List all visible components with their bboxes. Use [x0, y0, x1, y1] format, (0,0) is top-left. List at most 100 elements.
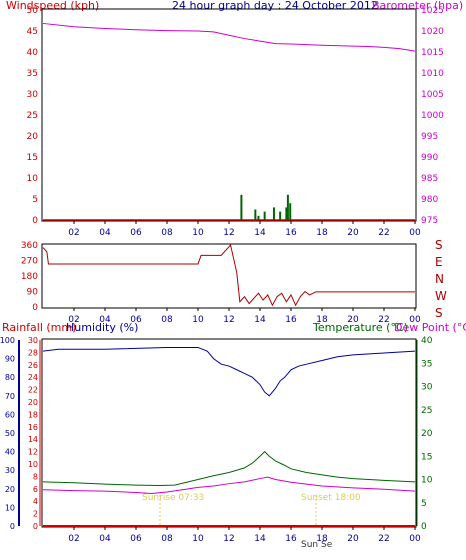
humidity-y-tick-label: 100 — [0, 336, 15, 345]
wind-y-tick-label: 25 — [27, 111, 38, 121]
x-tick-label: 06 — [130, 534, 142, 544]
temp-y-tick-label: 10 — [421, 476, 433, 486]
rain-y-tick-label: 20 — [28, 398, 38, 407]
baro-y-tick-label: 980 — [421, 195, 438, 205]
humidity-y-tick-label: 80 — [5, 373, 15, 382]
humidity-y-tick-label: 60 — [5, 410, 15, 419]
rain-y-tick-label: 22 — [28, 386, 38, 395]
temperature-axis-title: Temperature (°C) — [312, 321, 408, 334]
x-tick-label: 00 — [409, 315, 421, 325]
temp-y-tick-label: 35 — [421, 359, 432, 369]
x-tick-label: 02 — [68, 315, 79, 325]
wind-y-tick-label: 0 — [32, 216, 38, 226]
rain-y-tick-label: 16 — [28, 423, 38, 432]
rain-y-tick-label: 2 — [33, 510, 38, 519]
x-tick-label: 10 — [192, 228, 204, 238]
x-tick-label: 02 — [68, 228, 79, 238]
humidity-line — [42, 346, 416, 397]
humidity-y-tick-label: 0 — [10, 522, 15, 531]
x-tick-label: 06 — [130, 315, 142, 325]
x-tick-label: 12 — [223, 315, 234, 325]
direction-y-tick-label: 180 — [21, 272, 38, 282]
compass-label: E — [435, 255, 443, 269]
temp-y-tick-label: 0 — [421, 522, 427, 532]
rain-y-tick-label: 30 — [28, 336, 38, 345]
x-tick-label: 10 — [192, 315, 204, 325]
baro-y-tick-label: 975 — [421, 216, 438, 226]
x-tick-label: 20 — [347, 315, 359, 325]
wind-y-tick-label: 45 — [27, 27, 38, 37]
rain-y-tick-label: 0 — [33, 522, 38, 531]
windspeed-axis-title: Windspeed (kph) — [6, 0, 99, 12]
humidity-y-tick-label: 90 — [5, 355, 15, 364]
temp-y-tick-label: 5 — [421, 499, 427, 509]
x-tick-label: 04 — [99, 534, 111, 544]
x-tick-label: 08 — [161, 534, 173, 544]
x-tick-label: 12 — [223, 534, 234, 544]
humidity-y-tick-label: 50 — [5, 429, 15, 438]
x-tick-label: 00 — [409, 228, 421, 238]
humidity-y-tick-label: 70 — [5, 392, 15, 401]
humidity-y-tick-label: 30 — [5, 466, 15, 475]
x-tick-label: 14 — [254, 315, 266, 325]
barometer-line — [42, 22, 416, 52]
sunrise-label: Sunrise 07:33 — [142, 493, 204, 503]
rain-y-tick-label: 8 — [33, 472, 38, 481]
x-tick-label: 12 — [223, 228, 234, 238]
x-tick-label: 20 — [347, 534, 359, 544]
compass-label: S — [435, 306, 443, 320]
x-tick-label: 20 — [347, 228, 359, 238]
rain-y-tick-label: 14 — [28, 435, 38, 444]
baro-y-tick-label: 1015 — [421, 48, 444, 58]
rain-y-tick-label: 12 — [28, 448, 38, 457]
rain-y-tick-label: 28 — [28, 348, 38, 357]
x-tick-label: 08 — [161, 228, 173, 238]
x-tick-label: 00 — [409, 534, 421, 544]
rainfall-axis-title: Rainfall (mm) — [2, 321, 76, 334]
x-tick-label: 22 — [378, 228, 389, 238]
x-tick-label: 02 — [68, 534, 79, 544]
baro-y-tick-label: 1025 — [421, 6, 444, 16]
wind-y-tick-label: 35 — [27, 69, 38, 79]
x-tick-label: 16 — [285, 228, 297, 238]
rain-y-tick-label: 24 — [28, 373, 38, 382]
x-tick-label: 16 — [285, 315, 297, 325]
baro-y-tick-label: 985 — [421, 174, 438, 184]
x-tick-label: 18 — [316, 534, 328, 544]
compass-label: S — [435, 238, 443, 252]
x-tick-label: 06 — [130, 228, 142, 238]
direction-y-tick-label: 90 — [27, 288, 39, 298]
baro-y-tick-label: 1020 — [421, 27, 444, 37]
humidity-y-tick-label: 10 — [5, 503, 15, 512]
chart-title: 24 hour graph day : 24 October 2012 — [172, 0, 378, 12]
x-tick-label: 18 — [316, 228, 328, 238]
x-tick-label: 16 — [285, 534, 297, 544]
wind-y-tick-label: 5 — [32, 195, 38, 205]
humidity-axis-title: Humidity (%) — [66, 321, 138, 334]
direction-y-tick-label: 360 — [21, 241, 38, 251]
compass-label: N — [435, 272, 444, 286]
wind-y-tick-label: 40 — [27, 48, 39, 58]
wind-y-tick-label: 20 — [27, 132, 39, 142]
direction-y-tick-label: 270 — [21, 257, 38, 267]
temp-y-tick-label: 15 — [421, 452, 432, 462]
sunset-label: Sunset 18:00 — [301, 493, 361, 503]
temp-y-tick-label: 30 — [421, 383, 433, 393]
dewpoint-line — [42, 476, 416, 494]
compass-label: W — [435, 289, 447, 303]
x-tick-label: 14 — [254, 534, 266, 544]
dewpoint-axis-title: Dew Point (°C) — [394, 321, 466, 334]
baro-y-tick-label: 1010 — [421, 69, 444, 79]
baro-y-tick-label: 990 — [421, 153, 438, 163]
wind-y-tick-label: 50 — [27, 6, 39, 16]
barometer-axis-title: Barometer (hpa) — [372, 0, 463, 12]
baro-y-tick-label: 1000 — [421, 111, 444, 121]
x-tick-label: 04 — [99, 228, 111, 238]
sun-overlap-label: Sun Se — [301, 540, 333, 550]
x-tick-label: 10 — [192, 534, 204, 544]
x-tick-label: 18 — [316, 315, 328, 325]
